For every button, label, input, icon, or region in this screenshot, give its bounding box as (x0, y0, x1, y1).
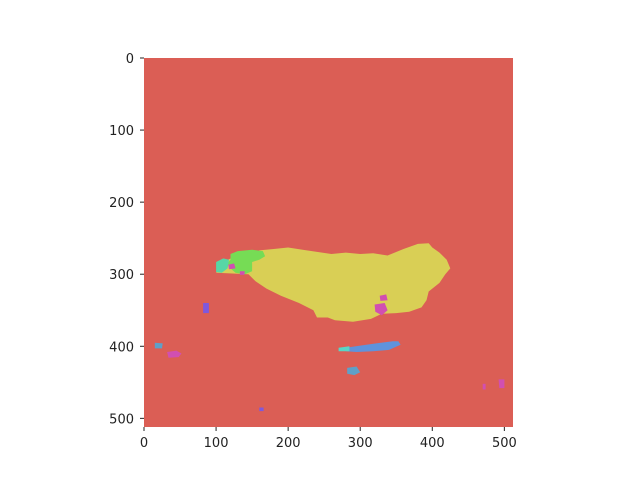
segment-region-0 (216, 243, 451, 322)
segment-region-12 (203, 303, 209, 314)
segment-region-3 (345, 341, 401, 352)
segment-region-2 (216, 258, 229, 273)
y-tick-label-5: 500 (109, 412, 134, 427)
x-tick-label-0: 0 (140, 436, 148, 451)
segment-region-1 (226, 249, 266, 275)
y-axis: 0 100 200 300 400 500 (109, 52, 144, 427)
y-tick-label-4: 400 (109, 340, 134, 355)
segment-region-9 (167, 350, 182, 358)
x-tick-label-4: 400 (420, 436, 445, 451)
x-tick-label-3: 300 (348, 436, 373, 451)
x-tick-label-5: 500 (492, 436, 517, 451)
segment-region-5 (374, 303, 388, 316)
segment-region-7 (228, 263, 236, 270)
segment-region-10 (498, 379, 505, 389)
segment-region-6 (379, 294, 388, 301)
segment-region-8 (239, 271, 245, 275)
segment-region-4 (338, 346, 350, 352)
x-axis: 0 100 200 300 400 500 (140, 427, 517, 451)
y-tick-label-3: 300 (109, 268, 134, 283)
segment-region-13 (259, 407, 264, 412)
x-tick-label-2: 200 (276, 436, 301, 451)
heatmap-background (144, 58, 513, 427)
segment-region-11 (482, 383, 486, 390)
y-tick-label-0: 0 (126, 52, 134, 67)
x-tick-label-1: 100 (204, 436, 229, 451)
y-tick-label-1: 100 (109, 124, 134, 139)
plot-area (144, 58, 513, 427)
segment-region-14 (347, 366, 361, 376)
segment-region-15 (154, 342, 163, 349)
y-tick-label-2: 200 (109, 196, 134, 211)
